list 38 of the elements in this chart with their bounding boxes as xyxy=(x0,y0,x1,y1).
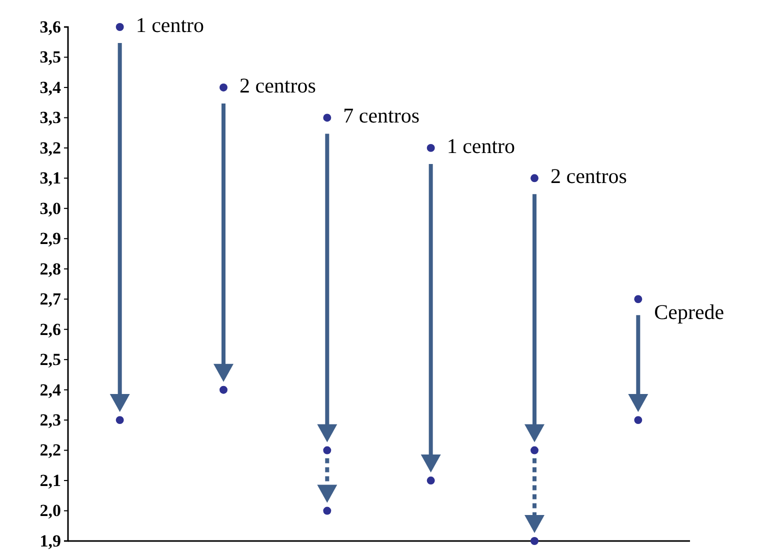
point xyxy=(530,537,538,545)
y-tick-label: 2,4 xyxy=(40,380,62,400)
y-tick-label: 3,5 xyxy=(40,48,61,67)
y-tick-label: 2,2 xyxy=(40,440,61,460)
point xyxy=(530,174,538,182)
point xyxy=(323,446,332,454)
point xyxy=(323,114,332,122)
y-tick-label: 3,3 xyxy=(40,108,61,128)
point xyxy=(634,416,642,424)
point xyxy=(116,416,124,424)
y-tick-label: 2,0 xyxy=(40,501,61,520)
y-tick-label: 2,1 xyxy=(40,470,61,490)
y-tick-label: 2,5 xyxy=(40,350,61,370)
y-tick-label: 3,1 xyxy=(40,168,61,188)
point xyxy=(220,83,228,92)
y-tick-label: 2,8 xyxy=(40,259,61,278)
point xyxy=(426,476,435,485)
point xyxy=(426,144,435,152)
point xyxy=(323,506,332,515)
y-tick-label: 2,6 xyxy=(40,320,61,339)
y-tick-label: 3,2 xyxy=(40,138,61,158)
annotation: 2 centros xyxy=(550,164,627,188)
y-tick-label: 2,9 xyxy=(40,229,61,248)
point xyxy=(116,23,124,31)
y-tick-label: 3,0 xyxy=(40,198,61,218)
y-tick-label: 3,4 xyxy=(40,78,62,97)
annotation: 2 centros xyxy=(240,73,316,98)
y-tick-label: 2,3 xyxy=(40,410,61,430)
annotation: 1 centro xyxy=(446,134,516,158)
y-tick-label: 1,9 xyxy=(40,531,61,550)
point xyxy=(220,386,228,394)
point xyxy=(530,446,538,454)
annotation: Ceprede xyxy=(654,300,724,324)
annotation: 7 centros xyxy=(343,104,420,128)
annotation: 1 centro xyxy=(136,13,204,37)
y-tick-label: 3,6 xyxy=(40,17,61,36)
point xyxy=(634,295,642,304)
y-tick-label: 2,7 xyxy=(40,290,62,309)
